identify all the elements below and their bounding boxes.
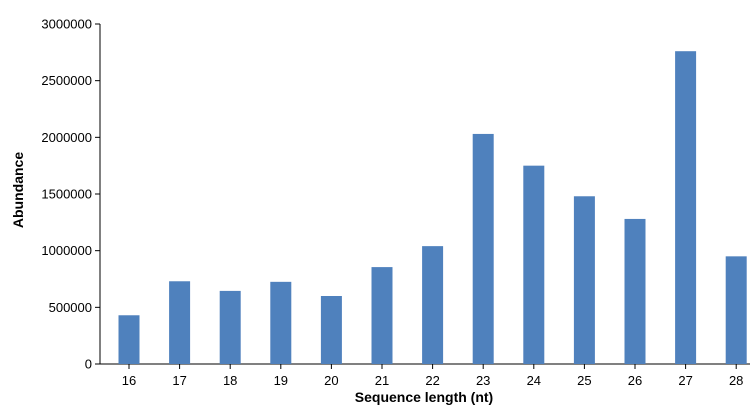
x-tick-label: 27 bbox=[678, 373, 692, 388]
bar-18 bbox=[219, 290, 241, 364]
bar-26 bbox=[624, 218, 646, 364]
y-tick-label: 1000000 bbox=[41, 243, 92, 258]
x-axis: 16 17 18 19 20 21 22 23 24 25 26 27 28 bbox=[100, 363, 750, 388]
bars bbox=[118, 51, 747, 364]
x-tick-label: 23 bbox=[476, 373, 490, 388]
y-tick-label: 2000000 bbox=[41, 130, 92, 145]
y-tick-label: 3000000 bbox=[41, 17, 92, 32]
bar-16 bbox=[118, 315, 140, 364]
x-tick-label: 26 bbox=[628, 373, 642, 388]
bar-25 bbox=[573, 196, 595, 364]
x-axis-title: Sequence length (nt) bbox=[355, 389, 493, 405]
y-tick-label: 2500000 bbox=[41, 73, 92, 88]
bar-20 bbox=[320, 296, 342, 364]
x-tick-label: 25 bbox=[577, 373, 591, 388]
bar-17 bbox=[169, 281, 191, 364]
y-tick-label: 0 bbox=[85, 357, 92, 372]
x-tick-label: 16 bbox=[122, 373, 136, 388]
bar-24 bbox=[523, 165, 545, 364]
bar-21 bbox=[371, 267, 393, 364]
x-tick-label: 21 bbox=[375, 373, 389, 388]
bar-28 bbox=[725, 256, 747, 364]
bar-27 bbox=[675, 51, 697, 364]
x-tick-label: 20 bbox=[324, 373, 338, 388]
x-tick-label: 28 bbox=[729, 373, 743, 388]
x-tick-label: 22 bbox=[425, 373, 439, 388]
x-tick-label: 24 bbox=[527, 373, 541, 388]
y-axis: 0 500000 1000000 1500000 2000000 2500000 30000… bbox=[41, 17, 101, 372]
bar-22 bbox=[422, 246, 444, 364]
x-tick-label: 17 bbox=[172, 373, 186, 388]
x-tick-label: 19 bbox=[274, 373, 288, 388]
bar-23 bbox=[472, 133, 494, 364]
y-axis-title: Abundance bbox=[10, 152, 26, 228]
y-tick-label: 1500000 bbox=[41, 187, 92, 202]
y-tick-label: 500000 bbox=[49, 300, 92, 315]
bar-19 bbox=[270, 281, 292, 364]
x-tick-label: 18 bbox=[223, 373, 237, 388]
